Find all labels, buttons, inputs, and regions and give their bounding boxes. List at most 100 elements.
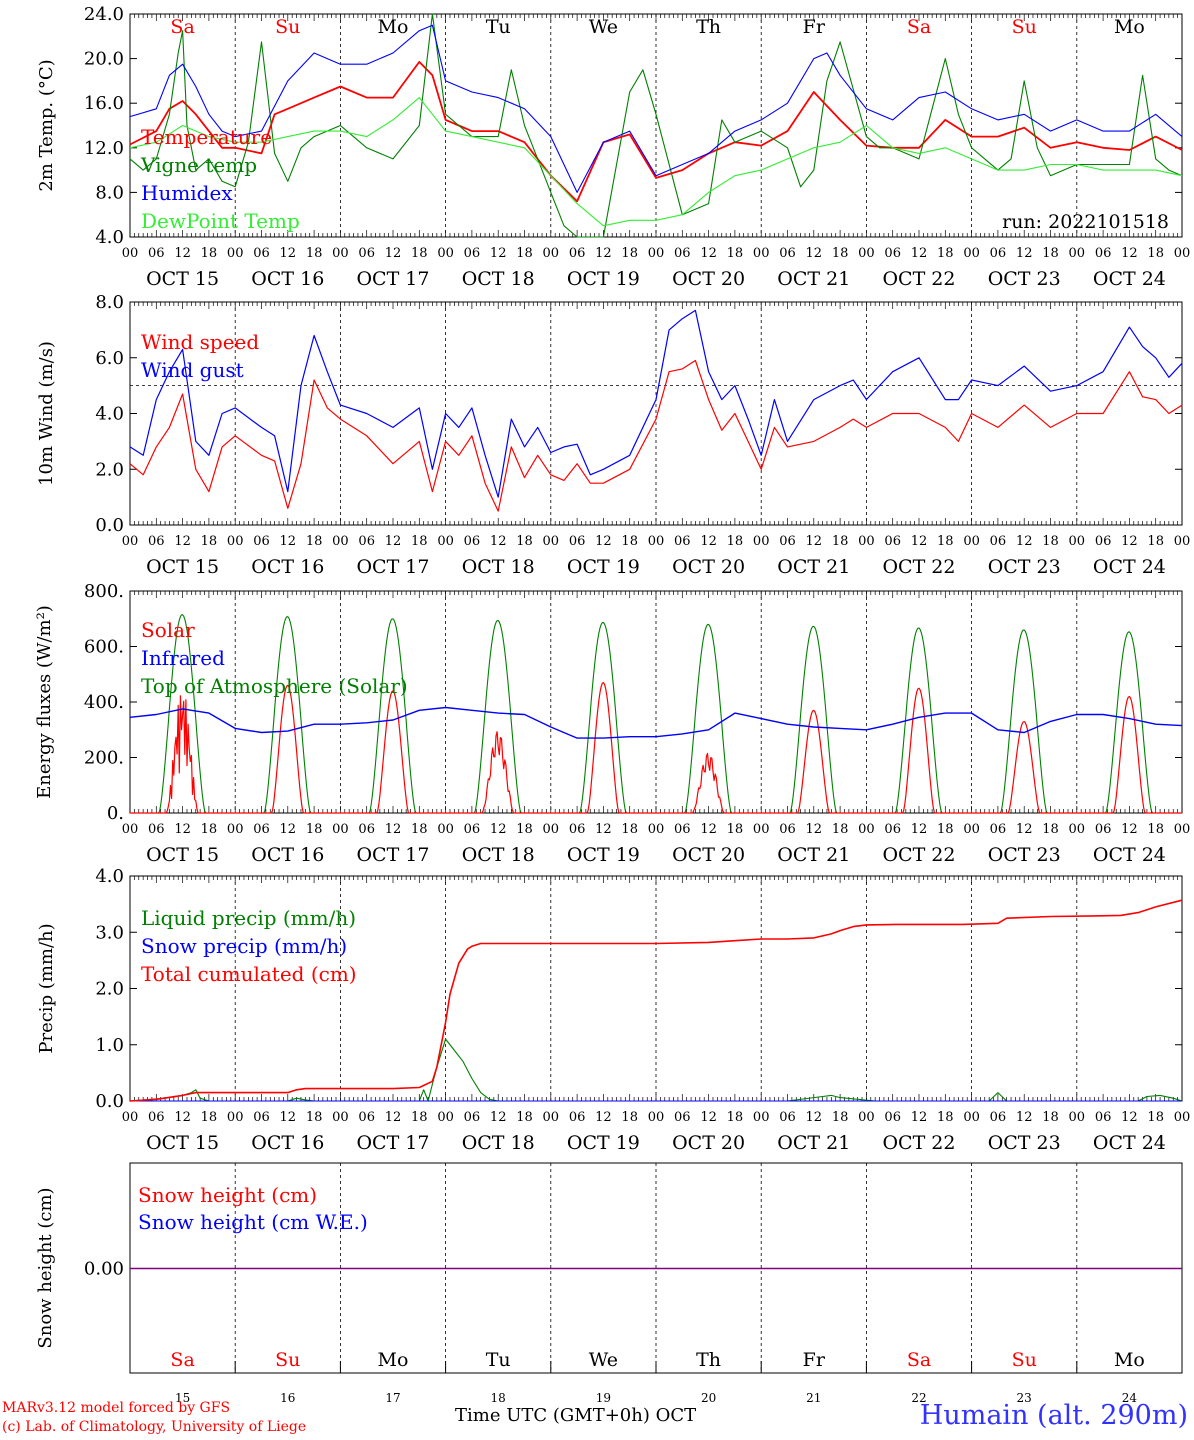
panel-5: 15 16 17 18 19 20 21 22 23 24 0.00 Snow height (cm)…	[35, 1162, 1183, 1405]
hour-tick-label: 06	[674, 246, 691, 261]
y-tick-label: 4.0	[95, 227, 124, 248]
legend-toa-solar: Top of Atmosphere (Solar)	[141, 674, 408, 698]
y-tick-label: 2.0	[95, 979, 124, 1000]
weekday-label: Th	[696, 16, 721, 38]
hour-tick-label: 18	[411, 822, 428, 837]
weekday-label: Su	[275, 16, 300, 38]
hour-tick-label: 06	[779, 534, 796, 549]
hour-tick-label: 06	[253, 534, 270, 549]
hour-tick-label: 00	[963, 1110, 980, 1125]
hour-tick-label: 12	[280, 534, 297, 549]
hour-tick-label: 18	[937, 246, 954, 261]
weekday-label: Sa	[907, 1349, 931, 1371]
hour-tick-label: 00	[753, 246, 770, 261]
legend-wind-speed: Wind speed	[141, 330, 259, 354]
hour-tick-label: 00	[227, 534, 244, 549]
hour-tick-label: 00	[437, 822, 454, 837]
hour-tick-label: 00	[227, 822, 244, 837]
hour-tick-label: 00	[122, 822, 139, 837]
date-label: OCT 15	[146, 556, 219, 578]
hour-tick-label: 18	[937, 534, 954, 549]
hour-tick-label: 12	[174, 1110, 191, 1125]
y-tick-label: 12.0	[84, 138, 124, 159]
hour-tick-label: 06	[358, 534, 375, 549]
date-label: OCT 15	[146, 268, 219, 290]
hour-tick-label: 00	[437, 246, 454, 261]
weekday-label: Tu	[486, 16, 511, 38]
hour-tick-label: 00	[332, 1110, 349, 1125]
date-label: OCT 18	[462, 556, 535, 578]
day-number-label: 15	[175, 1391, 190, 1405]
hour-tick-label: 06	[1095, 822, 1112, 837]
hour-tick-label: 00	[543, 246, 560, 261]
y-axis-label: Precip (mm/h)	[36, 923, 57, 1053]
hour-tick-label: 06	[569, 534, 586, 549]
hour-tick-label: 06	[464, 822, 481, 837]
hour-tick-label: 00	[648, 822, 665, 837]
hour-tick-label: 18	[516, 534, 533, 549]
y-tick-label: 16.0	[84, 93, 124, 114]
day-number-label: 21	[806, 1391, 821, 1405]
humidex-line	[129, 24, 1183, 193]
hour-tick-label: 00	[332, 246, 349, 261]
vigne-temp-line	[129, 13, 1183, 238]
hour-tick-label: 18	[411, 1110, 428, 1125]
hour-tick-label: 06	[884, 1110, 901, 1125]
date-label: OCT 22	[882, 844, 955, 866]
hour-tick-label: 06	[990, 534, 1007, 549]
legend-snow-height: Snow height (cm)	[138, 1183, 317, 1207]
date-label: OCT 16	[251, 844, 324, 866]
hour-tick-label: 12	[280, 822, 297, 837]
hour-tick-label: 18	[1147, 822, 1164, 837]
hour-tick-label: 00	[227, 1110, 244, 1125]
weekday-label: Su	[275, 1349, 300, 1371]
hour-tick-label: 12	[1121, 1110, 1138, 1125]
total-cumulated-line	[129, 899, 1183, 1102]
y-tick-label: 0.00	[84, 1259, 124, 1280]
hour-tick-label: 06	[779, 822, 796, 837]
date-label: OCT 21	[777, 268, 850, 290]
hour-tick-label: 18	[1147, 534, 1164, 549]
hour-tick-label: 00	[963, 822, 980, 837]
date-label: OCT 17	[356, 556, 429, 578]
hour-tick-label: 06	[253, 246, 270, 261]
date-label: OCT 16	[251, 556, 324, 578]
hour-tick-label: 06	[884, 534, 901, 549]
y-tick-label: 24.0	[84, 4, 124, 25]
hour-tick-label: 12	[806, 1110, 823, 1125]
dewpoint-line	[129, 97, 1183, 227]
date-label: OCT 17	[356, 268, 429, 290]
hour-tick-label: 12	[1016, 534, 1033, 549]
hour-tick-label: 00	[753, 1110, 770, 1125]
hour-tick-label: 12	[595, 246, 612, 261]
legend-infrared: Infrared	[141, 646, 225, 670]
hour-tick-label: 18	[937, 822, 954, 837]
weekday-label: Mo	[1114, 16, 1145, 38]
y-axis-label: Snow height (cm)	[35, 1187, 56, 1348]
hour-tick-label: 18	[832, 822, 849, 837]
hour-tick-label: 18	[832, 1110, 849, 1125]
legend-snow-precip: Snow precip (mm/h)	[141, 934, 347, 958]
date-label: OCT 24	[1093, 844, 1166, 866]
hour-tick-label: 18	[516, 1110, 533, 1125]
date-label: OCT 16	[251, 268, 324, 290]
date-label: OCT 16	[251, 1132, 324, 1154]
date-label: OCT 19	[567, 268, 640, 290]
wind-speed-line	[129, 359, 1183, 512]
hour-tick-label: 18	[411, 534, 428, 549]
hour-tick-label: 00	[1069, 534, 1086, 549]
y-tick-label: 8.0	[95, 292, 124, 313]
hour-tick-label: 18	[306, 534, 323, 549]
hour-tick-label: 06	[253, 1110, 270, 1125]
date-label: OCT 20	[672, 556, 745, 578]
footer-credits: MARv3.12 model forced by GFS (c) Lab. of…	[2, 1399, 306, 1437]
hour-tick-label: 06	[358, 822, 375, 837]
hour-tick-label: 18	[621, 534, 638, 549]
weekday-label: Th	[696, 1349, 721, 1371]
infrared-line	[129, 706, 1183, 739]
hour-tick-label: 12	[174, 246, 191, 261]
weekday-label: Mo	[1114, 1349, 1145, 1371]
date-label: OCT 24	[1093, 268, 1166, 290]
date-label: OCT 20	[672, 844, 745, 866]
hour-tick-label: 18	[201, 246, 218, 261]
